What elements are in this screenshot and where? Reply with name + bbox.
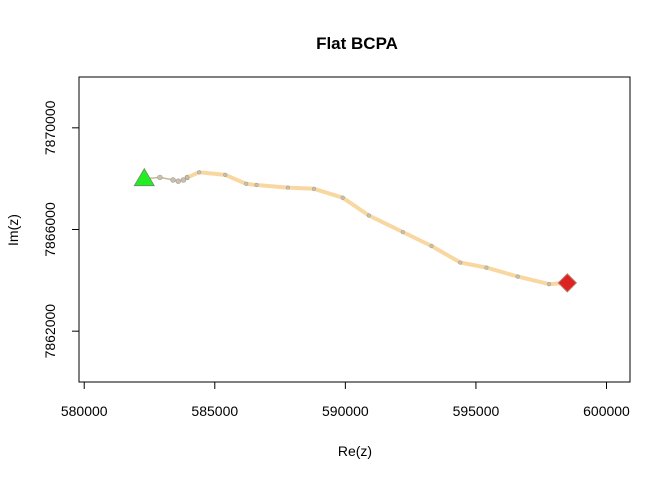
data-point [400, 229, 405, 235]
data-point [311, 186, 317, 191]
end-marker [557, 273, 578, 293]
x-tick-label: 600000 [583, 403, 630, 419]
data-point [429, 243, 434, 249]
data-point [170, 177, 176, 183]
y-tick-label: 7862000 [42, 304, 58, 359]
data-point [175, 178, 181, 184]
start-marker [133, 167, 155, 187]
y-tick-label: 7866000 [42, 202, 58, 257]
series-line [185, 170, 570, 287]
data-point [254, 182, 259, 188]
y-axis-label: Im(z) [5, 214, 21, 246]
y-tick-label: 7870000 [42, 100, 58, 155]
x-axis-label: Re(z) [338, 443, 372, 459]
x-tick-label: 590000 [322, 403, 369, 419]
data-point [546, 282, 552, 287]
data-point [223, 172, 228, 177]
data-point [285, 185, 291, 190]
marker-layer [133, 167, 578, 293]
x-tick-label: 595000 [453, 403, 500, 419]
axes: 580000 585000 590000 595000 600000 7862000 786… [42, 100, 630, 419]
chart-title: Flat BCPA [316, 34, 398, 53]
data-point [484, 265, 489, 270]
data-point [157, 174, 163, 181]
data-point [366, 213, 371, 218]
data-point [340, 195, 345, 200]
data-point [458, 260, 463, 265]
data-point [515, 274, 520, 279]
plot-frame [78, 76, 631, 383]
data-point [180, 177, 187, 183]
data-point [244, 181, 249, 186]
series-layer [141, 170, 570, 287]
x-tick-label: 580000 [61, 403, 108, 419]
data-point [185, 175, 190, 180]
data-point [197, 170, 202, 175]
x-tick-label: 585000 [191, 403, 238, 419]
